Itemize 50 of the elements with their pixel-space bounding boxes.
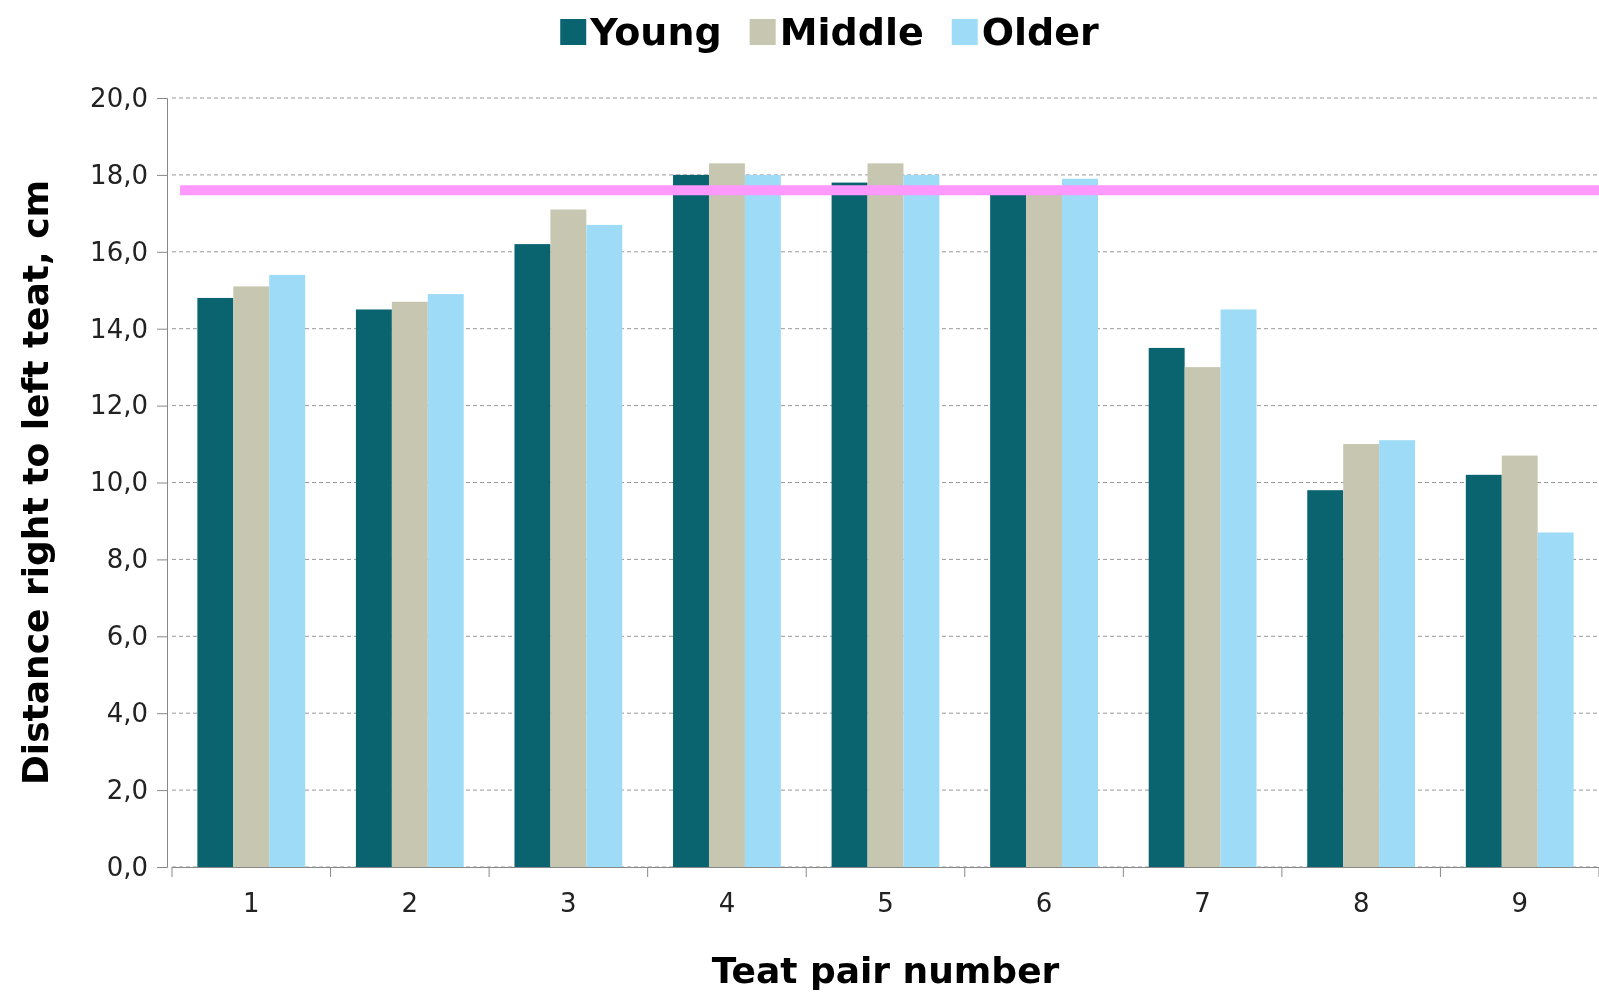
bar [1220, 309, 1257, 867]
x-tick-label: 3 [560, 887, 577, 918]
x-tick-label: 2 [401, 887, 419, 918]
y-tick-label: 10,0 [90, 467, 148, 498]
bar [391, 301, 428, 867]
bar [269, 274, 306, 867]
bar [867, 163, 904, 867]
bar [1379, 440, 1416, 867]
x-tick-label: 6 [1035, 887, 1053, 918]
bar [514, 244, 551, 867]
legend-label: Middle [779, 10, 924, 54]
bar [233, 286, 270, 867]
x-tick-label: 1 [243, 887, 260, 918]
bar [1148, 347, 1185, 867]
bar [903, 174, 940, 867]
x-tick-label: 7 [1194, 887, 1211, 918]
y-tick-label: 2,0 [106, 774, 148, 805]
legend-label: Older [981, 10, 1100, 54]
bar [586, 224, 623, 867]
bar [427, 294, 464, 867]
bar [197, 297, 234, 867]
y-tick-label: 12,0 [90, 390, 148, 421]
bar [550, 209, 587, 867]
x-tick-label: 8 [1352, 887, 1370, 918]
bar [708, 163, 745, 867]
x-axis-title: Teat pair number [711, 950, 1060, 991]
bar [1501, 455, 1538, 867]
legend-label: Young [589, 10, 722, 54]
y-tick-label: 0,0 [106, 851, 148, 882]
x-tick-label: 9 [1511, 887, 1528, 918]
y-axis-title: Distance right to left teat, cm [15, 179, 56, 786]
bar [1062, 178, 1098, 867]
bar [1465, 474, 1502, 867]
y-tick-label: 16,0 [90, 236, 148, 267]
bar [831, 182, 868, 867]
y-tick-label: 18,0 [90, 159, 148, 190]
bar [1537, 532, 1574, 867]
bar [1343, 444, 1380, 867]
y-tick-label: 8,0 [106, 544, 148, 575]
bar [1184, 367, 1221, 867]
y-tick-label: 6,0 [106, 621, 148, 652]
bar [355, 309, 392, 867]
bar [744, 174, 781, 867]
y-tick-label: 14,0 [90, 313, 148, 344]
bar [673, 174, 709, 867]
x-tick-label: 4 [718, 887, 736, 918]
y-tick-label: 4,0 [106, 698, 148, 729]
y-tick-label: 20,0 [90, 82, 148, 113]
x-tick-label: 5 [877, 887, 894, 918]
bar [1307, 490, 1344, 867]
